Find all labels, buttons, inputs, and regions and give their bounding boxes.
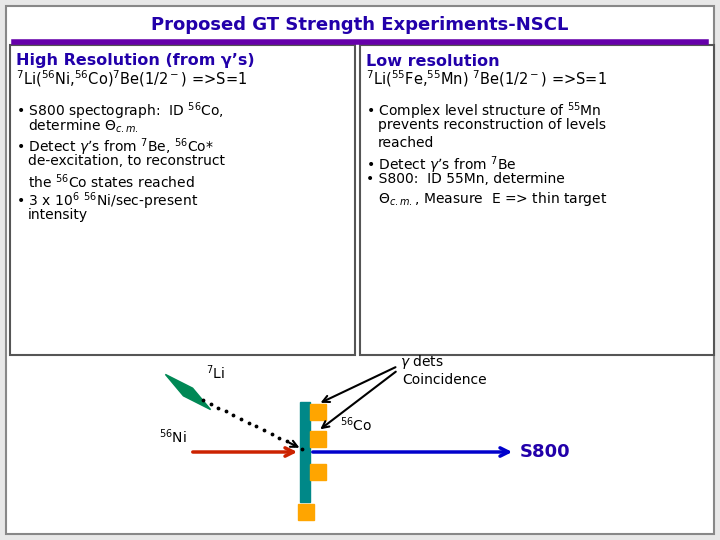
Text: Proposed GT Strength Experiments-NSCL: Proposed GT Strength Experiments-NSCL	[151, 16, 569, 34]
Text: $\gamma$ dets: $\gamma$ dets	[400, 353, 444, 371]
Text: $^7$Li($^{56}$Ni,$^{56}$Co)$^7$Be(1/2$^-$) =>S=1: $^7$Li($^{56}$Ni,$^{56}$Co)$^7$Be(1/2$^-…	[16, 69, 247, 89]
Text: intensity: intensity	[28, 208, 88, 222]
Bar	[300, 402, 310, 502]
Bar	[310, 404, 326, 420]
Text: determine $\Theta_{c.m.}$: determine $\Theta_{c.m.}$	[28, 118, 139, 136]
Text: Coincidence: Coincidence	[402, 373, 487, 387]
Text: • S800:  ID 55Mn, determine: • S800: ID 55Mn, determine	[366, 172, 564, 186]
Text: • Detect $\gamma$’s from $^7$Be, $^{56}$Co*: • Detect $\gamma$’s from $^7$Be, $^{56}$…	[16, 136, 214, 158]
Text: $^7$Li: $^7$Li	[206, 363, 225, 382]
Text: Low resolution: Low resolution	[366, 53, 500, 69]
Polygon shape	[166, 374, 210, 410]
Bar	[10, 45, 355, 355]
Text: reached: reached	[378, 136, 434, 150]
Bar	[310, 464, 326, 480]
Text: • Complex level structure of $^{55}$Mn: • Complex level structure of $^{55}$Mn	[366, 100, 601, 122]
Text: the $^{56}$Co states reached: the $^{56}$Co states reached	[28, 172, 194, 191]
Text: $^7$Li($^{55}$Fe,$^{55}$Mn) $^7$Be(1/2$^-$) =>S=1: $^7$Li($^{55}$Fe,$^{55}$Mn) $^7$Be(1/2$^…	[366, 69, 607, 89]
Text: • 3 x 10$^6$ $^{56}$Ni/sec-present: • 3 x 10$^6$ $^{56}$Ni/sec-present	[16, 190, 198, 212]
Text: $\Theta_{c.m.}$, Measure  E => thin target: $\Theta_{c.m.}$, Measure E => thin targe…	[378, 190, 608, 208]
Text: • Detect $\gamma$’s from $^7$Be: • Detect $\gamma$’s from $^7$Be	[366, 154, 516, 176]
Text: $^{56}$Ni: $^{56}$Ni	[159, 427, 187, 446]
Text: S800: S800	[520, 443, 571, 461]
Text: $^{56}$Co: $^{56}$Co	[340, 415, 372, 434]
Bar	[310, 431, 326, 447]
Text: prevents reconstruction of levels: prevents reconstruction of levels	[378, 118, 606, 132]
Bar	[298, 504, 314, 520]
Bar	[360, 45, 714, 355]
Text: High Resolution (from γ’s): High Resolution (from γ’s)	[16, 53, 255, 69]
Text: de-excitation, to reconstruct: de-excitation, to reconstruct	[28, 154, 225, 168]
Text: • S800 spectograph:  ID $^{56}$Co,: • S800 spectograph: ID $^{56}$Co,	[16, 100, 224, 122]
